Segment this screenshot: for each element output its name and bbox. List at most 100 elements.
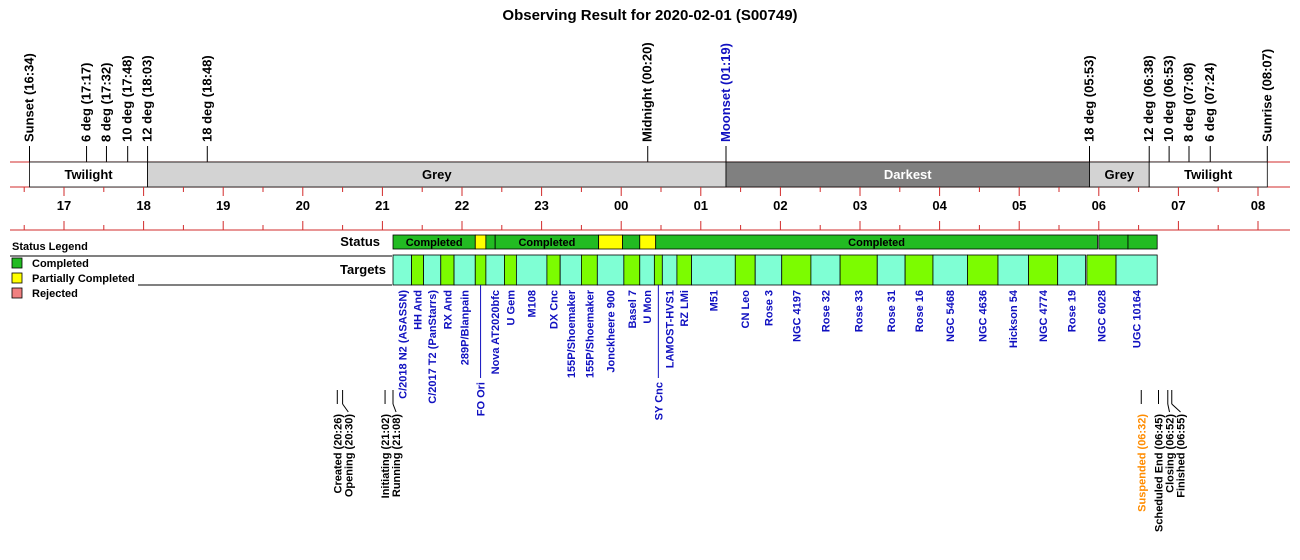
target-label: 155P/Shoemaker	[584, 289, 596, 378]
target-block	[453, 254, 476, 286]
target-block	[474, 254, 487, 286]
target-label: CN Leo	[740, 290, 752, 329]
hour-label: 05	[1012, 198, 1026, 213]
run-event-connector	[342, 403, 349, 413]
sky-band	[1148, 161, 1268, 188]
target-block	[559, 254, 582, 286]
sky-event-label: 12 deg (18:03)	[140, 55, 155, 142]
hour-label: 18	[136, 198, 150, 213]
target-label: DX Cnc	[549, 290, 561, 329]
hour-label: 02	[773, 198, 787, 213]
target-label: NGC 4774	[1038, 289, 1050, 342]
sky-event-label: Sunrise (08:07)	[1259, 49, 1274, 142]
status-row-label: Status	[340, 234, 380, 249]
sky-event-label: 12 deg (06:38)	[1141, 55, 1156, 142]
legend-item-label: Partially Completed	[32, 273, 135, 285]
hour-label: 21	[375, 198, 389, 213]
target-block	[734, 254, 756, 286]
legend-swatch	[11, 287, 23, 299]
status-segment	[655, 234, 1098, 250]
target-label: SY Cnc	[653, 382, 665, 420]
status-row: Completed Completed Completed	[392, 234, 1158, 250]
target-block	[781, 254, 812, 286]
target-block	[596, 254, 625, 286]
target-block	[754, 254, 783, 286]
sky-event-label: 18 deg (05:53)	[1082, 55, 1097, 142]
target-label: Nova AT2020bfc	[490, 290, 502, 374]
sky-band-label: Twilight	[1184, 167, 1233, 182]
hour-label: 01	[694, 198, 708, 213]
run-event-label: Suspended (06:32)	[1136, 414, 1148, 512]
target-block	[967, 254, 999, 286]
target-label: U Mon	[642, 290, 654, 324]
run-event-label: Opening (20:30)	[343, 414, 355, 497]
target-label: Rose 33	[854, 290, 866, 332]
target-label: 289P/Blanpain	[460, 290, 472, 365]
target-label: Rose 32	[821, 290, 833, 332]
run-event-label: Created (20:26)	[332, 414, 344, 494]
target-label: 155P/Shoemaker	[566, 289, 578, 378]
run-event-connector	[392, 403, 397, 413]
target-label: FO Ori	[476, 382, 488, 416]
target-block	[515, 254, 548, 286]
target-label: M51	[708, 290, 720, 311]
target-block	[661, 254, 678, 286]
target-block	[623, 254, 641, 286]
target-label: Rose 3	[763, 290, 775, 326]
status-segment-label: Completed	[848, 237, 905, 249]
target-block	[1086, 254, 1117, 286]
hour-label: 20	[296, 198, 310, 213]
target-label: LAMOST-HVS1	[665, 290, 677, 368]
target-block	[485, 254, 505, 286]
target-label: NGC 4197	[791, 290, 803, 342]
target-block	[839, 254, 878, 286]
target-label: M108	[527, 290, 539, 318]
status-segment	[1127, 234, 1158, 250]
targets-row-label: Targets	[340, 262, 386, 277]
status-segment	[485, 234, 496, 250]
target-label: C/2017 T2 (PanStarrs)	[427, 290, 439, 404]
target-block	[581, 254, 598, 286]
sky-event-label: 6 deg (17:17)	[79, 63, 94, 142]
sky-event-label: 8 deg (17:32)	[98, 63, 113, 142]
target-label: Rose 31	[886, 290, 898, 332]
sky-band-label: Darkest	[884, 167, 932, 182]
target-label: U Gem	[505, 290, 517, 326]
target-block	[876, 254, 906, 286]
target-label: C/2018 N2 (ASASSN)	[397, 290, 409, 399]
sky-event-label: Midnight (00:20)	[640, 42, 655, 142]
run-event-label: Scheduled End (06:45)	[1154, 414, 1166, 532]
target-block	[1057, 254, 1086, 286]
target-block	[639, 254, 655, 286]
status-segment-label: Completed	[406, 237, 463, 249]
target-label: RZ LMi	[679, 290, 691, 327]
sky-band	[29, 161, 148, 188]
target-block	[653, 254, 663, 286]
hour-label: 04	[932, 198, 947, 213]
hour-label: 08	[1251, 198, 1265, 213]
status-segment	[639, 234, 657, 250]
hour-label: 03	[853, 198, 867, 213]
sky-band-label: Twilight	[64, 167, 113, 182]
run-event-markers: Created (20:26) Opening (20:30) Initiating…	[332, 390, 1188, 532]
time-axis: 17 18 19 20 21 22 23 00 01 02 03 04 05 06 07 08	[10, 187, 1290, 231]
target-block	[676, 254, 692, 286]
targets-row: C/2018 N2 (ASASSN) HH And C/2017 T2 (PanSt…	[392, 254, 1158, 420]
legend-item-label: Rejected	[32, 288, 78, 300]
sky-event-label: 6 deg (07:24)	[1202, 63, 1217, 142]
target-block	[1115, 254, 1158, 286]
target-label: Rose 16	[914, 290, 926, 332]
target-label: NGC 6028	[1096, 290, 1108, 342]
sky-band	[725, 161, 1090, 188]
run-event-label: Running (21:08)	[391, 414, 403, 497]
hour-label: 19	[216, 198, 230, 213]
target-label: HH And	[413, 290, 425, 330]
sky-event-label: 8 deg (07:08)	[1181, 63, 1196, 142]
target-label: Jonckheere 900	[606, 290, 618, 373]
hour-label: 17	[57, 198, 71, 213]
run-event-connector	[1167, 403, 1170, 413]
status-segment	[622, 234, 641, 250]
target-block	[1028, 254, 1059, 286]
sky-band	[147, 161, 727, 188]
